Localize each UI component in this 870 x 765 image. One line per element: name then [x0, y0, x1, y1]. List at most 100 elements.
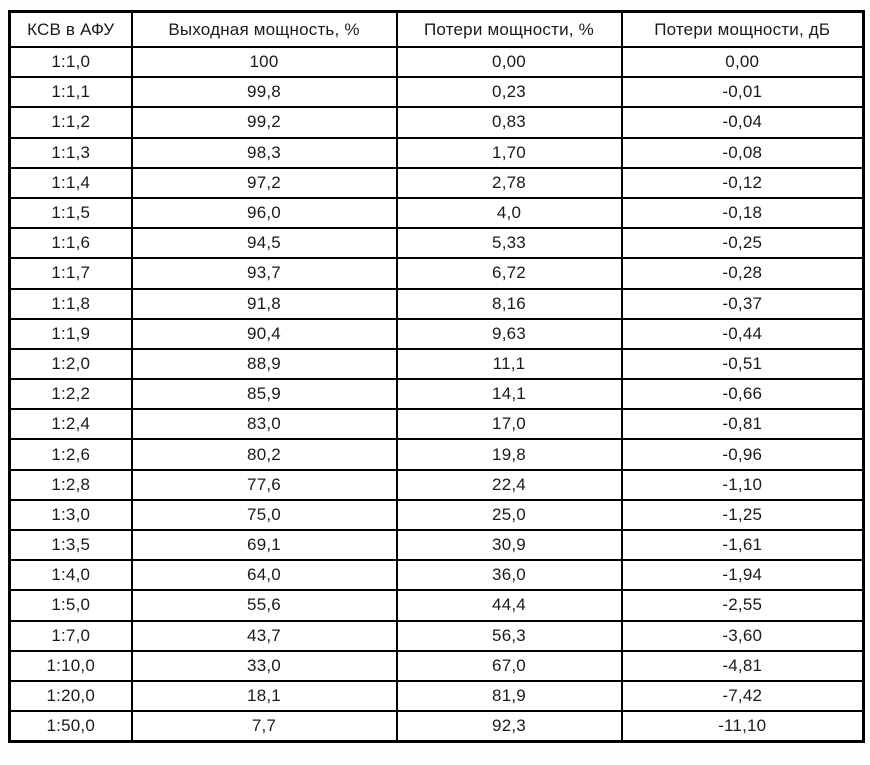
- cell-vswr: 1:20,0: [8, 679, 133, 713]
- cell-vswr: 1:1,9: [8, 317, 133, 350]
- cell-output-power: 90,4: [130, 317, 398, 350]
- table-row: 1:2,4 83,0 17,0 -0,81: [8, 408, 865, 441]
- table-row: 1:10,0 33,0 67,0 -4,81: [8, 649, 865, 682]
- cell-output-power: 99,8: [130, 76, 398, 109]
- cell-power-loss-pct: 30,9: [395, 528, 623, 562]
- cell-vswr: 1:1,4: [8, 166, 133, 199]
- cell-power-loss-pct: 67,0: [395, 649, 623, 682]
- cell-vswr: 1:1,0: [8, 45, 133, 79]
- cell-power-loss-db: -0,08: [620, 136, 865, 169]
- cell-power-loss-db: -1,25: [620, 498, 865, 532]
- cell-power-loss-db: -0,51: [620, 347, 865, 381]
- cell-vswr: 1:10,0: [8, 649, 133, 682]
- cell-power-loss-db: -0,81: [620, 408, 865, 441]
- cell-vswr: 1:1,1: [8, 76, 133, 109]
- cell-output-power: 91,8: [130, 287, 398, 320]
- cell-vswr: 1:2,2: [8, 378, 133, 411]
- cell-output-power: 93,7: [130, 257, 398, 290]
- table-body: 1:1,0 100 0,00 0,00 1:1,1 99,8 0,23 -0,01 1:1,2 9…: [8, 45, 865, 743]
- table-row: 1:1,1 99,8 0,23 -0,01: [8, 76, 865, 109]
- table-row: 1:1,8 91,8 8,16 -0,37: [8, 287, 865, 320]
- table-row: 1:2,0 88,9 11,1 -0,51: [8, 347, 865, 381]
- cell-power-loss-db: -3,60: [620, 619, 865, 652]
- cell-power-loss-db: -0,04: [620, 106, 865, 139]
- cell-output-power: 69,1: [130, 528, 398, 562]
- cell-power-loss-pct: 81,9: [395, 679, 623, 713]
- cell-power-loss-pct: 0,23: [395, 76, 623, 109]
- table-row: 1:1,2 99,2 0,83 -0,04: [8, 106, 865, 139]
- cell-output-power: 80,2: [130, 438, 398, 471]
- table-row: 1:1,7 93,7 6,72 -0,28: [8, 257, 865, 290]
- cell-power-loss-pct: 22,4: [395, 468, 623, 501]
- cell-power-loss-db: -0,28: [620, 257, 865, 290]
- cell-power-loss-db: -0,25: [620, 227, 865, 260]
- cell-power-loss-db: -0,37: [620, 287, 865, 320]
- cell-power-loss-db: 0,00: [620, 45, 865, 79]
- table-row: 1:50,0 7,7 92,3 -11,10: [8, 710, 865, 743]
- table-row: 1:1,3 98,3 1,70 -0,08: [8, 136, 865, 169]
- cell-power-loss-pct: 19,8: [395, 438, 623, 471]
- cell-power-loss-pct: 9,63: [395, 317, 623, 350]
- table-row: 1:1,0 100 0,00 0,00: [8, 45, 865, 79]
- table-row: 1:4,0 64,0 36,0 -1,94: [8, 559, 865, 592]
- cell-power-loss-db: -2,55: [620, 589, 865, 622]
- cell-output-power: 77,6: [130, 468, 398, 501]
- header-power-loss-db: Потери мощности, дБ: [620, 10, 865, 48]
- cell-power-loss-db: -0,44: [620, 317, 865, 350]
- cell-output-power: 18,1: [130, 679, 398, 713]
- cell-power-loss-pct: 0,83: [395, 106, 623, 139]
- cell-vswr: 1:3,0: [8, 498, 133, 532]
- cell-vswr: 1:50,0: [8, 710, 133, 743]
- cell-power-loss-db: -0,66: [620, 378, 865, 411]
- cell-output-power: 100: [130, 45, 398, 79]
- table-row: 1:2,2 85,9 14,1 -0,66: [8, 378, 865, 411]
- cell-power-loss-pct: 5,33: [395, 227, 623, 260]
- cell-vswr: 1:5,0: [8, 589, 133, 622]
- cell-power-loss-db: -11,10: [620, 710, 865, 743]
- cell-vswr: 1:2,8: [8, 468, 133, 501]
- cell-output-power: 75,0: [130, 498, 398, 532]
- cell-power-loss-db: -0,18: [620, 196, 865, 230]
- header-vswr: КСВ в АФУ: [8, 10, 133, 48]
- cell-output-power: 64,0: [130, 559, 398, 592]
- table-row: 1:1,5 96,0 4,0 -0,18: [8, 196, 865, 230]
- header-row: КСВ в АФУ Выходная мощность, % Потери мо…: [8, 10, 865, 48]
- cell-power-loss-db: -0,96: [620, 438, 865, 471]
- cell-vswr: 1:2,0: [8, 347, 133, 381]
- cell-vswr: 1:1,6: [8, 227, 133, 260]
- cell-power-loss-pct: 2,78: [395, 166, 623, 199]
- cell-vswr: 1:4,0: [8, 559, 133, 592]
- cell-power-loss-pct: 92,3: [395, 710, 623, 743]
- cell-power-loss-db: -4,81: [620, 649, 865, 682]
- table-row: 1:3,0 75,0 25,0 -1,25: [8, 498, 865, 532]
- table-row: 1:20,0 18,1 81,9 -7,42: [8, 679, 865, 713]
- cell-output-power: 98,3: [130, 136, 398, 169]
- cell-power-loss-pct: 1,70: [395, 136, 623, 169]
- cell-vswr: 1:2,4: [8, 408, 133, 441]
- swr-loss-table: КСВ в АФУ Выходная мощность, % Потери мо…: [8, 10, 865, 744]
- cell-power-loss-pct: 25,0: [395, 498, 623, 532]
- cell-power-loss-db: -0,01: [620, 76, 865, 109]
- table-row: 1:3,5 69,1 30,9 -1,61: [8, 528, 865, 562]
- cell-output-power: 83,0: [130, 408, 398, 441]
- cell-power-loss-db: -1,61: [620, 528, 865, 562]
- table-row: 1:1,6 94,5 5,33 -0,25: [8, 227, 865, 260]
- cell-output-power: 85,9: [130, 378, 398, 411]
- cell-power-loss-db: -0,12: [620, 166, 865, 199]
- cell-output-power: 99,2: [130, 106, 398, 139]
- table-row: 1:2,6 80,2 19,8 -0,96: [8, 438, 865, 471]
- cell-vswr: 1:1,8: [8, 287, 133, 320]
- cell-vswr: 1:3,5: [8, 528, 133, 562]
- cell-power-loss-pct: 4,0: [395, 196, 623, 230]
- cell-vswr: 1:1,7: [8, 257, 133, 290]
- table-row: 1:5,0 55,6 44,4 -2,55: [8, 589, 865, 622]
- cell-output-power: 88,9: [130, 347, 398, 381]
- cell-output-power: 96,0: [130, 196, 398, 230]
- cell-vswr: 1:1,5: [8, 196, 133, 230]
- cell-output-power: 33,0: [130, 649, 398, 682]
- table-row: 1:2,8 77,6 22,4 -1,10: [8, 468, 865, 501]
- cell-power-loss-db: -7,42: [620, 679, 865, 713]
- cell-vswr: 1:2,6: [8, 438, 133, 471]
- cell-power-loss-pct: 56,3: [395, 619, 623, 652]
- table-header: КСВ в АФУ Выходная мощность, % Потери мо…: [8, 10, 865, 48]
